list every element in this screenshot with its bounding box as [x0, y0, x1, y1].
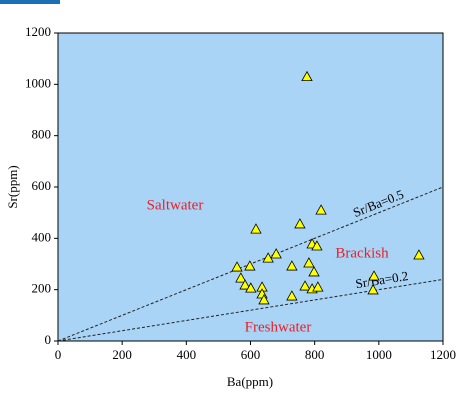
- y-tick-label: 0: [45, 332, 52, 347]
- x-axis-label: Ba(ppm): [227, 374, 273, 389]
- y-tick-label: 1000: [25, 75, 51, 90]
- marker: [301, 70, 313, 82]
- marker: [286, 260, 298, 271]
- marker: [368, 270, 380, 281]
- marker: [311, 240, 323, 251]
- marker: [231, 261, 243, 272]
- y-tick-label: 1200: [25, 24, 51, 39]
- marker: [286, 290, 298, 301]
- y-axis-label: Sr(ppm): [5, 165, 20, 208]
- x-tick-label: 800: [305, 347, 325, 362]
- x-tick-label: 1000: [366, 347, 392, 362]
- marker: [235, 272, 247, 283]
- x-tick-label: 400: [177, 347, 197, 362]
- x-tick-label: 200: [112, 347, 132, 362]
- x-tick-label: 600: [241, 347, 261, 362]
- marker: [413, 249, 425, 260]
- marker: [239, 279, 251, 290]
- marker: [258, 294, 270, 305]
- region-label: Freshwater: [245, 319, 312, 335]
- marker: [294, 218, 306, 229]
- marker: [367, 284, 379, 295]
- marker: [262, 252, 274, 263]
- marker: [308, 266, 320, 277]
- y-tick-label: 600: [32, 178, 52, 193]
- marker: [299, 280, 311, 291]
- y-tick-label: 800: [32, 127, 52, 142]
- marker: [315, 204, 327, 215]
- marker: [244, 260, 256, 271]
- header-strip: [0, 0, 60, 4]
- region-label: Brackish: [335, 245, 389, 261]
- marker: [312, 281, 324, 292]
- marker: [250, 223, 262, 234]
- plot-area: [57, 32, 444, 342]
- region-label: Saltwater: [147, 197, 204, 213]
- y-tick-label: 400: [32, 229, 52, 244]
- x-tick-label: 0: [55, 347, 62, 362]
- marker: [245, 282, 257, 293]
- y-tick-label: 200: [32, 281, 52, 296]
- x-tick-label: 1200: [430, 347, 456, 362]
- marker: [303, 257, 315, 268]
- marker: [270, 248, 282, 259]
